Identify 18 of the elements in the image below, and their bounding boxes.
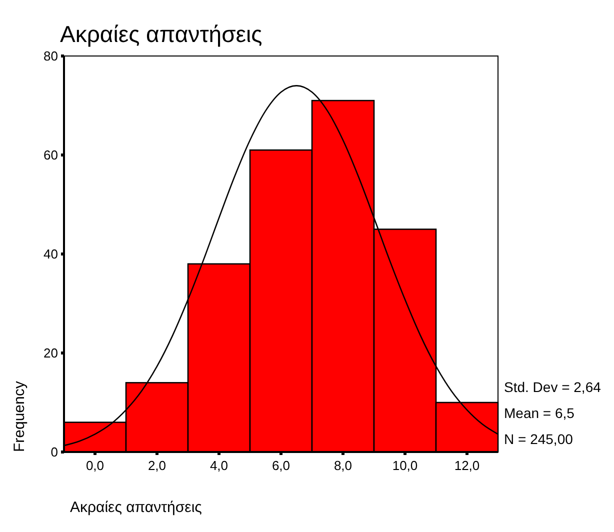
x-tick-label: 2,0 [148, 458, 166, 473]
y-tick-label: 80 [44, 48, 58, 64]
x-tick-label: 8,0 [334, 458, 352, 473]
x-tick-label: 6,0 [272, 458, 290, 473]
y-tick-label: 0 [50, 444, 58, 460]
text: Std. Dev = 2,64 [504, 379, 602, 395]
x-tick-label: 0,0 [86, 458, 104, 473]
x-tick-label: 10,0 [392, 458, 418, 473]
x-tick-label: 4,0 [210, 458, 228, 473]
text: N = 245,00 [504, 431, 574, 447]
y-tick-label: 40 [44, 246, 58, 262]
y-axis-title: Frequency [11, 380, 28, 452]
x-axis-title: Ακραίες απαντήσεις [70, 499, 202, 516]
text: Mean = 6,5 [504, 405, 575, 421]
y-tick-label: 60 [44, 148, 58, 163]
x-tick-label: 12,0 [454, 458, 480, 473]
chart-title: Ακραίες απαντήσεις [60, 21, 262, 47]
y-tick-label: 20 [44, 346, 58, 361]
